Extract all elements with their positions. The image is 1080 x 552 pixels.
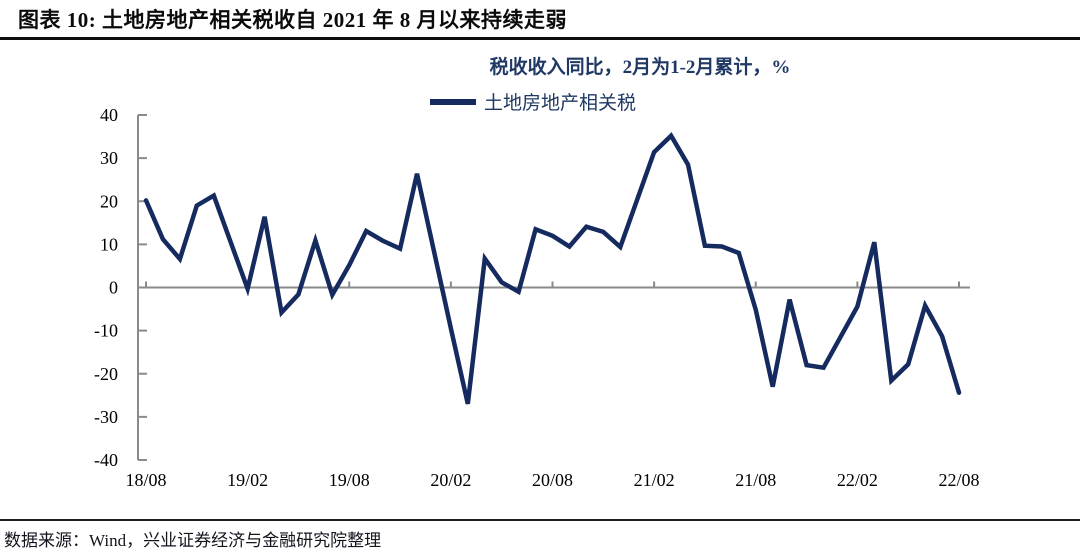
x-axis-tick-label: 21/08: [735, 470, 776, 490]
x-axis-tick-label: 21/02: [634, 470, 675, 490]
x-axis-tick-label: 19/08: [329, 470, 370, 490]
y-axis-tick-label: 20: [100, 191, 118, 211]
legend-line-swatch-icon: [430, 98, 476, 105]
y-axis-tick-label: -40: [94, 450, 118, 470]
legend: 土地房地产相关税: [430, 88, 636, 115]
series-line: [143, 132, 962, 405]
footer-rule: [0, 519, 1080, 521]
legend-series-label: 土地房地产相关税: [484, 93, 637, 114]
y-axis-tick-label: 30: [100, 148, 118, 168]
x-axis-tick-label: 22/02: [837, 470, 878, 490]
figure-title: 图表 10: 土地房地产相关税收自 2021 年 8 月以来持续走弱: [18, 8, 567, 32]
x-axis-tick-label: 20/08: [532, 470, 573, 490]
y-axis-tick-label: -20: [94, 364, 118, 384]
x-axis-tick-label: 18/08: [125, 470, 166, 490]
title-underline: [0, 37, 1080, 40]
x-axis-tick-label: 22/08: [938, 470, 979, 490]
chart-title: 税收收入同比，2月为1-2月累计，%: [489, 57, 791, 78]
x-axis-tick-label: 20/02: [430, 470, 471, 490]
y-axis-tick-label: 10: [100, 234, 118, 254]
x-axis-tick-label: 19/02: [227, 470, 268, 490]
data-source-note: 数据来源：Wind，兴业证券经济与金融研究院整理: [4, 531, 382, 550]
y-axis-tick-label: 40: [100, 105, 118, 125]
y-axis-tick-label: 0: [109, 278, 118, 298]
y-axis-tick-label: -30: [94, 407, 118, 427]
y-axis-tick-label: -10: [94, 321, 118, 341]
